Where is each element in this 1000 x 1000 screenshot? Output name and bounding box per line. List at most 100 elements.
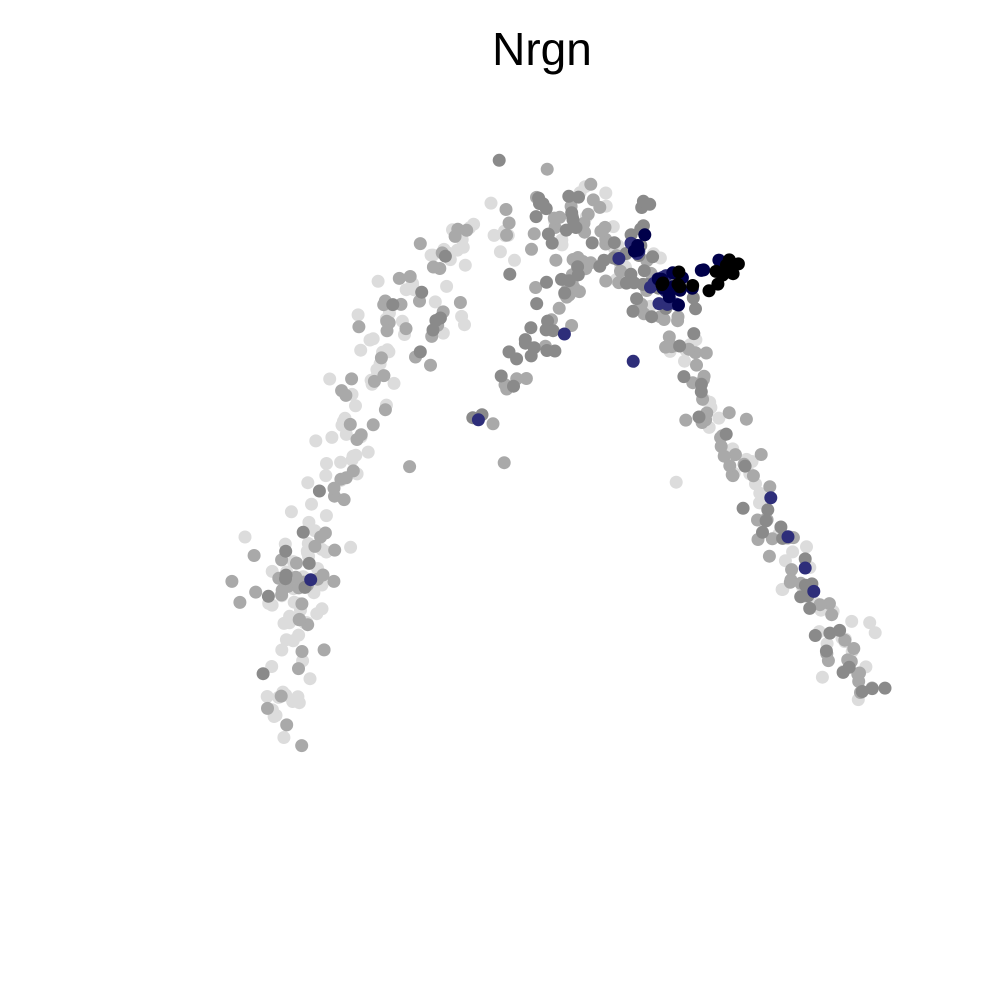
data-point xyxy=(738,459,752,473)
data-point xyxy=(555,272,568,286)
data-point xyxy=(377,369,391,383)
data-point xyxy=(277,731,291,744)
data-point xyxy=(460,223,474,237)
data-point xyxy=(686,279,700,292)
data-point xyxy=(692,410,706,424)
data-point xyxy=(717,449,731,463)
data-point xyxy=(558,286,572,300)
data-point xyxy=(366,332,380,346)
data-point xyxy=(694,377,708,391)
data-point xyxy=(319,469,333,483)
data-point xyxy=(494,369,508,383)
data-point xyxy=(519,372,533,385)
data-point xyxy=(497,456,511,470)
data-point xyxy=(571,251,585,264)
data-point xyxy=(838,633,852,647)
data-point xyxy=(525,242,538,256)
data-point xyxy=(290,556,303,570)
data-point xyxy=(638,228,652,242)
data-point xyxy=(808,629,822,642)
data-point xyxy=(286,634,300,648)
data-point xyxy=(399,322,413,336)
data-point xyxy=(502,216,516,230)
data-point xyxy=(765,532,779,546)
data-point xyxy=(855,685,869,698)
data-point xyxy=(327,574,341,588)
data-point xyxy=(374,351,388,365)
data-point xyxy=(878,681,892,695)
data-point xyxy=(424,248,438,262)
data-point xyxy=(295,739,309,753)
data-point xyxy=(593,200,607,214)
data-point xyxy=(627,276,641,290)
data-point xyxy=(387,376,401,390)
data-point xyxy=(845,614,859,628)
data-point xyxy=(722,253,736,267)
data-point xyxy=(309,434,323,448)
data-point xyxy=(361,445,375,459)
data-point xyxy=(293,612,306,626)
data-point xyxy=(426,323,440,337)
data-point xyxy=(350,433,364,446)
data-point xyxy=(645,310,659,324)
data-point xyxy=(403,460,417,474)
data-point xyxy=(736,501,750,515)
data-point xyxy=(301,476,315,490)
data-point xyxy=(314,530,328,544)
data-point xyxy=(702,284,716,298)
data-point xyxy=(284,505,298,519)
data-point xyxy=(279,572,292,586)
data-point xyxy=(440,279,454,293)
data-point xyxy=(763,480,777,494)
data-point xyxy=(275,643,289,657)
data-point xyxy=(607,236,621,250)
data-point xyxy=(798,552,812,566)
data-point xyxy=(644,280,657,294)
data-point xyxy=(679,413,693,427)
data-point xyxy=(371,274,385,288)
data-point xyxy=(345,372,359,386)
data-point xyxy=(499,203,513,216)
data-point xyxy=(754,448,768,461)
data-point xyxy=(349,448,363,462)
data-point xyxy=(344,540,358,554)
data-point xyxy=(302,556,316,570)
data-point xyxy=(739,412,753,426)
data-point xyxy=(295,645,309,658)
data-point xyxy=(438,249,452,263)
data-point xyxy=(656,276,670,290)
points-top xyxy=(655,253,745,298)
data-point xyxy=(458,318,471,332)
data-point xyxy=(552,301,566,315)
data-point xyxy=(233,595,247,609)
data-point xyxy=(399,283,413,297)
data-point xyxy=(265,660,279,673)
data-point xyxy=(599,186,613,200)
data-point xyxy=(524,349,538,363)
data-point xyxy=(594,224,608,238)
data-point xyxy=(524,321,538,335)
data-point xyxy=(292,662,305,676)
data-point xyxy=(671,314,685,328)
data-point xyxy=(337,493,351,507)
data-point xyxy=(794,590,808,604)
data-point xyxy=(367,374,381,388)
data-point xyxy=(723,459,737,473)
data-point xyxy=(280,718,294,732)
data-point xyxy=(753,486,767,500)
data-point xyxy=(774,520,788,534)
data-point xyxy=(669,475,683,489)
data-point xyxy=(249,585,263,599)
data-point xyxy=(646,250,660,264)
data-point xyxy=(487,228,501,242)
data-point xyxy=(612,252,626,265)
data-point xyxy=(247,549,261,562)
data-point xyxy=(500,228,514,242)
data-point xyxy=(868,626,882,640)
data-point xyxy=(541,227,555,241)
data-point xyxy=(825,608,839,622)
data-point xyxy=(305,497,318,511)
data-point xyxy=(308,539,322,553)
data-point xyxy=(328,543,342,557)
data-point xyxy=(722,406,736,420)
